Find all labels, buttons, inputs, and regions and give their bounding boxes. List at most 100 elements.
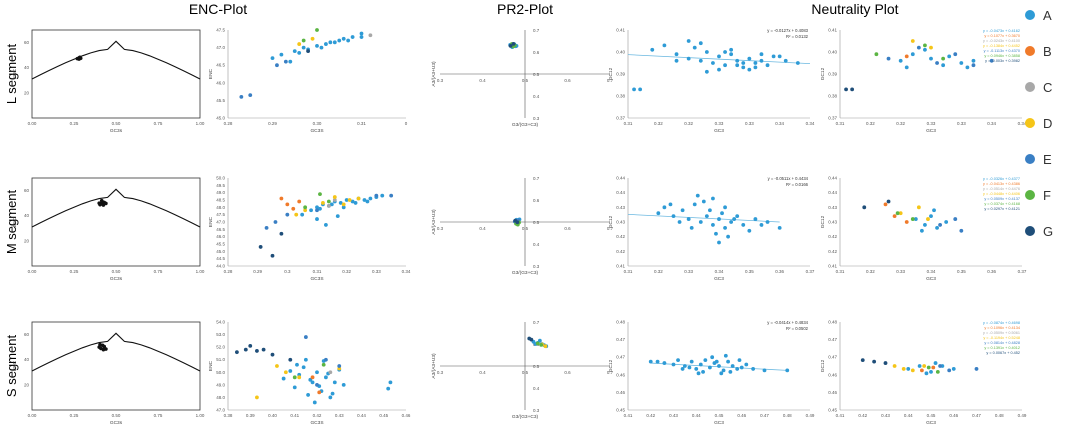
data-point-A bbox=[332, 380, 337, 385]
data-point-A bbox=[537, 338, 542, 343]
data-point-A bbox=[933, 361, 938, 365]
data-point-all bbox=[759, 58, 764, 63]
x-tick-label: 0.41 bbox=[836, 413, 845, 418]
x-tick-label: 0.50 bbox=[112, 413, 121, 418]
data-point-all bbox=[762, 368, 767, 373]
data-point-A bbox=[270, 56, 275, 61]
data-point-A bbox=[328, 395, 333, 400]
data-point bbox=[101, 203, 106, 207]
r-squared: R² = 0.0502 bbox=[786, 326, 809, 331]
x-tick-label: 0.33 bbox=[684, 269, 693, 274]
x-tick-label: 0.7 bbox=[607, 78, 614, 83]
legend-label-G: G bbox=[1043, 224, 1053, 239]
group-equation-G: y = 0.0297x + 0.4121 bbox=[984, 207, 1020, 211]
x-axis-label: GC3 bbox=[714, 128, 724, 134]
y-tick-label: 0.43 bbox=[616, 220, 625, 225]
enc-expected-curve bbox=[31, 40, 201, 80]
data-point-all bbox=[698, 362, 703, 367]
y-tick-label: 0.44 bbox=[616, 190, 625, 195]
y-tick-label: 0.46 bbox=[828, 372, 837, 377]
data-point-A bbox=[923, 223, 927, 227]
y-tick-label: 0.7 bbox=[533, 320, 540, 325]
x-tick-label: 0.49 bbox=[1018, 413, 1027, 418]
group-equation-C: y = -0.0509x + 0.5061 bbox=[983, 331, 1020, 335]
y-tick-label: 45.0 bbox=[216, 116, 225, 121]
x-tick-label: 0.44 bbox=[904, 413, 913, 418]
data-point-D bbox=[910, 39, 915, 43]
data-point-E bbox=[273, 220, 278, 224]
group-equation-B: y = 0.1096x + 0.4134 bbox=[984, 326, 1020, 330]
panel-L-neutrality-groups: 0.31 0.32 0.32 0.33 0.33 0.34 0.34 0.41 0.40 0.39… bbox=[820, 28, 1027, 135]
y-tick-label: 0.42 bbox=[828, 234, 837, 239]
x-tick-label: 0.35 bbox=[745, 269, 754, 274]
data-point-all bbox=[729, 220, 734, 224]
y-tick-label: 0.4 bbox=[533, 242, 540, 247]
x-axis-label: GC3s bbox=[110, 276, 123, 282]
data-point-E bbox=[389, 193, 394, 198]
data-point-D bbox=[926, 217, 930, 221]
data-point-A bbox=[324, 375, 328, 380]
x-tick-label: 0.34 bbox=[715, 269, 724, 274]
y-tick-label: 46.5 bbox=[216, 63, 225, 68]
panel-S-enc-curve: 0.00 0.25 0.50 0.75 1.00 20 40 60 GC3s ENC bbox=[12, 321, 205, 426]
data-point-E bbox=[337, 364, 342, 368]
y-tick-label: 0.38 bbox=[616, 94, 625, 99]
x-axis-label: GC3 bbox=[714, 420, 724, 426]
x-tick-label: 0.4 bbox=[479, 226, 486, 231]
y-tick-label: 0.47 bbox=[828, 355, 837, 360]
group-equation-C: y = -0.0243x + 0.4100 bbox=[983, 39, 1020, 43]
enc-expected-curve bbox=[31, 188, 201, 228]
y-tick-label: 0.44 bbox=[828, 176, 837, 181]
r-squared: R² = 0.0132 bbox=[786, 34, 809, 39]
data-point-F bbox=[326, 199, 331, 204]
data-point-A bbox=[906, 367, 911, 371]
data-point-A bbox=[898, 58, 903, 63]
enc-expected-curve bbox=[31, 332, 201, 372]
data-point-B bbox=[920, 368, 924, 373]
data-point-A bbox=[913, 217, 918, 221]
data-point-all bbox=[687, 365, 692, 370]
y-axis-label: ENC bbox=[208, 216, 214, 227]
data-point-all bbox=[701, 369, 705, 374]
data-point bbox=[101, 347, 106, 352]
data-point-all bbox=[717, 54, 721, 59]
data-point-D bbox=[892, 364, 897, 368]
x-tick-label: 0.28 bbox=[224, 269, 233, 274]
data-point-G bbox=[883, 361, 888, 365]
data-point-E bbox=[264, 225, 269, 230]
data-point-E bbox=[916, 45, 921, 50]
data-point-A bbox=[329, 202, 334, 207]
x-tick-label: 0.48 bbox=[995, 413, 1004, 418]
x-tick-label: 0.4 bbox=[479, 370, 486, 375]
x-tick-label: 0.31 bbox=[357, 121, 366, 126]
y-tick-label: 0.37 bbox=[828, 116, 837, 121]
data-point-A bbox=[315, 370, 319, 375]
x-tick-label: 0.43 bbox=[335, 413, 344, 418]
data-point-G bbox=[306, 49, 310, 54]
data-point-B bbox=[291, 206, 296, 211]
data-point-B bbox=[892, 214, 897, 219]
data-point-A bbox=[324, 42, 328, 46]
data-point-all bbox=[759, 223, 764, 227]
data-point-all bbox=[759, 52, 764, 57]
y-tick-label: 20 bbox=[24, 238, 30, 243]
data-point-A bbox=[951, 367, 956, 371]
group-equation-F: y = 0.1391x + 0.4012 bbox=[984, 346, 1020, 350]
x-tick-label: 0.4 bbox=[479, 78, 486, 83]
y-tick-label: 0.44 bbox=[828, 190, 837, 195]
legend-marker-A bbox=[1025, 10, 1035, 20]
y-tick-label: 49.0 bbox=[216, 190, 225, 195]
data-point-all bbox=[753, 61, 758, 65]
x-tick-label: 0.36 bbox=[987, 269, 996, 274]
x-tick-label: 0.44 bbox=[357, 413, 366, 418]
data-point bbox=[78, 55, 82, 60]
data-point-all bbox=[765, 220, 770, 224]
y-tick-label: 0.43 bbox=[828, 220, 837, 225]
plot-frame bbox=[31, 321, 201, 411]
data-point-E bbox=[953, 52, 958, 57]
data-point-all bbox=[726, 234, 730, 239]
data-point-D bbox=[332, 195, 337, 199]
data-point-A bbox=[288, 369, 293, 373]
data-point-all bbox=[708, 208, 712, 213]
data-point-all bbox=[765, 63, 770, 68]
